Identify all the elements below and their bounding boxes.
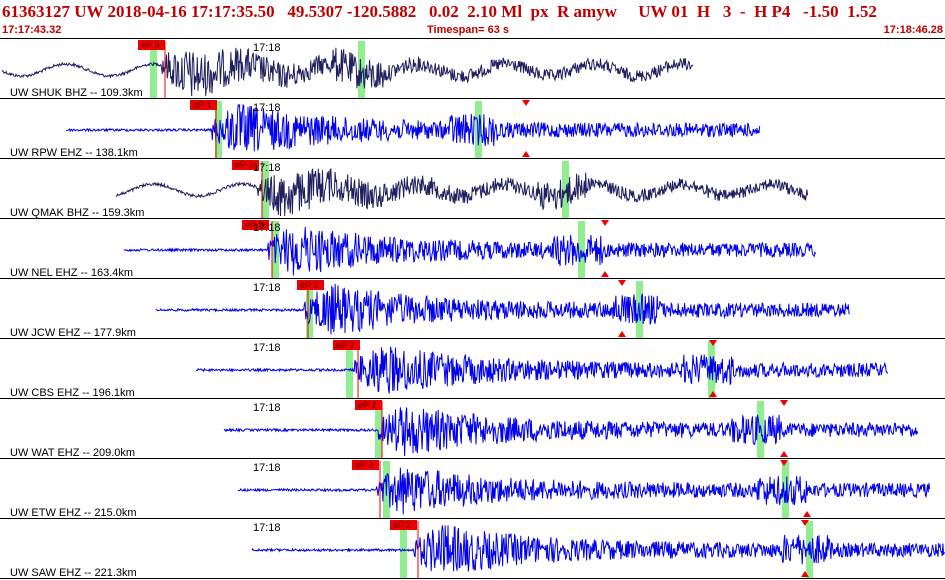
arrival-marker-top[interactable] [709, 340, 717, 346]
arrival-marker-bottom[interactable] [709, 391, 717, 397]
p-window-marker[interactable] [262, 161, 269, 218]
waveform-trace [65, 103, 761, 152]
waveform-trace [123, 226, 817, 276]
timespan: Timespan= 63 s [427, 24, 510, 36]
pick-flag[interactable] [333, 340, 360, 350]
event-summary: 61363127 UW 2018-04-16 17:17:35.50 49.53… [2, 2, 877, 21]
arrival-marker-top[interactable] [801, 520, 809, 526]
pick-flag[interactable] [242, 220, 269, 230]
s-window-marker[interactable] [757, 401, 764, 458]
trace-row[interactable]: eP 3 17:18 UW ETW EHZ -- 215.0km [0, 460, 945, 519]
trace-row[interactable]: eP 2 17:18 UW CBS EHZ -- 196.1km [0, 340, 945, 399]
station-label: UW WAT EHZ -- 209.0km [10, 447, 135, 459]
station-label: UW ETW EHZ -- 215.0km [10, 507, 137, 519]
pick-flag[interactable] [232, 160, 259, 170]
p-window-marker[interactable] [400, 521, 407, 578]
arrival-marker-bottom[interactable] [601, 271, 609, 277]
arrival-marker-bottom[interactable] [618, 331, 626, 337]
pick-label: eP 2 [358, 400, 376, 410]
station-label: UW NEL EHZ -- 163.4km [10, 267, 133, 279]
pick-flag[interactable] [355, 400, 382, 410]
start-time: 17:17:43.32 [2, 24, 62, 36]
station-label: UW QMAK BHZ -- 159.3km [10, 207, 144, 219]
time-tick-label: 17:18 [253, 282, 281, 294]
pick-label: eP 3 [355, 460, 373, 470]
waveform-trace [237, 467, 931, 515]
arrival-marker-top[interactable] [601, 220, 609, 226]
p-window-marker[interactable] [375, 401, 382, 458]
pick-label: eP 2 [393, 520, 411, 530]
waveform-trace [1, 47, 694, 97]
arrival-marker-bottom[interactable] [803, 511, 811, 517]
pick-flag[interactable] [352, 460, 379, 470]
arrival-marker-top[interactable] [780, 400, 788, 406]
time-tick-label: 17:18 [253, 402, 281, 414]
s-window-marker[interactable] [358, 41, 365, 98]
trace-row[interactable]: eP 3 17:18 UW SHUK BHZ -- 109.3km [0, 40, 945, 99]
arrival-marker-bottom[interactable] [522, 151, 530, 157]
pick-flag[interactable] [190, 100, 217, 110]
waveform-trace [223, 407, 919, 457]
trace-row[interactable]: eP 2 17:18 UW WAT EHZ -- 209.0km [0, 400, 945, 459]
s-window-marker[interactable] [475, 101, 482, 158]
s-window-marker[interactable] [562, 161, 569, 218]
pick-label: eP 2 [336, 340, 354, 350]
time-tick-label: 17:18 [253, 222, 281, 234]
p-window-marker[interactable] [150, 41, 157, 98]
time-tick-label: 17:18 [253, 42, 281, 54]
station-label: UW RPW EHZ -- 138.1km [10, 147, 138, 159]
p-window-marker[interactable] [272, 221, 279, 278]
trace-row[interactable]: eP 2 17:18 UW SAW EHZ -- 221.3km [0, 520, 945, 579]
s-window-marker[interactable] [578, 221, 585, 278]
waveform-trace [116, 168, 809, 217]
pick-label: eP 2 [235, 160, 253, 170]
pick-label: eP 3 [141, 40, 159, 50]
trace-row[interactable]: eP 2 17:18 UW QMAK BHZ -- 159.3km [0, 160, 945, 219]
seismogram-traces[interactable]: eP 3 17:18 UW SHUK BHZ -- 109.3km eP 1 17:18… [0, 38, 945, 580]
pick-label: eP 1 [193, 100, 211, 110]
time-tick-label: 17:18 [253, 342, 281, 354]
arrival-marker-bottom[interactable] [780, 451, 788, 457]
pick-label: eP 2 [245, 220, 263, 230]
station-label: UW JCW EHZ -- 177.9km [10, 327, 136, 339]
arrival-marker-top[interactable] [780, 460, 788, 466]
p-window-marker[interactable] [215, 101, 222, 158]
arrival-marker-top[interactable] [618, 280, 626, 286]
station-label: UW CBS EHZ -- 196.1km [10, 387, 135, 399]
arrival-marker-bottom[interactable] [801, 571, 809, 577]
p-window-marker[interactable] [306, 281, 313, 338]
end-time: 17:18:46.28 [883, 24, 943, 36]
seismogram-panel[interactable]: eP 3 17:18 UW SHUK BHZ -- 109.3km eP 1 17:18… [0, 38, 945, 580]
s-window-marker[interactable] [782, 461, 789, 518]
waveform-trace [251, 525, 945, 572]
pick-flag[interactable] [390, 520, 417, 530]
time-tick-label: 17:18 [253, 162, 281, 174]
trace-row[interactable]: eP 1 17:18 UW RPW EHZ -- 138.1km [0, 100, 945, 159]
waveform-trace [155, 283, 850, 335]
waveform-trace [195, 346, 889, 394]
time-tick-label: 17:18 [253, 522, 281, 534]
trace-row[interactable]: eP 217:18 UW NEL EHZ -- 163.4km [0, 220, 945, 279]
pick-label: eP 2 [300, 280, 318, 290]
station-label: UW SHUK BHZ -- 109.3km [10, 87, 143, 99]
time-tick-label: 17:18 [253, 102, 281, 114]
pick-flag[interactable] [297, 280, 324, 290]
pick-flag[interactable] [138, 40, 165, 50]
trace-row[interactable]: eP 2 17:18 UW JCW EHZ -- 177.9km [0, 280, 945, 339]
time-tick-label: 17:18 [253, 462, 281, 474]
arrival-marker-top[interactable] [522, 100, 530, 106]
header-bar: 61363127 UW 2018-04-16 17:17:35.50 49.53… [0, 0, 945, 38]
station-label: UW SAW EHZ -- 221.3km [10, 567, 137, 579]
